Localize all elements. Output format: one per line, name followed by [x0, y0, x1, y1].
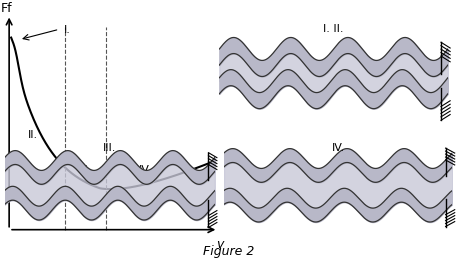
Text: III.: III. [103, 143, 117, 153]
Text: IV.: IV. [332, 143, 345, 153]
Text: v: v [217, 238, 224, 251]
Text: Figure 2: Figure 2 [203, 245, 254, 258]
Text: I.: I. [64, 25, 70, 35]
Text: I. II.: I. II. [324, 24, 344, 34]
Text: Ff: Ff [1, 2, 13, 15]
Text: IV.: IV. [139, 165, 153, 175]
Text: III.: III. [79, 165, 92, 175]
Text: II.: II. [28, 130, 38, 140]
